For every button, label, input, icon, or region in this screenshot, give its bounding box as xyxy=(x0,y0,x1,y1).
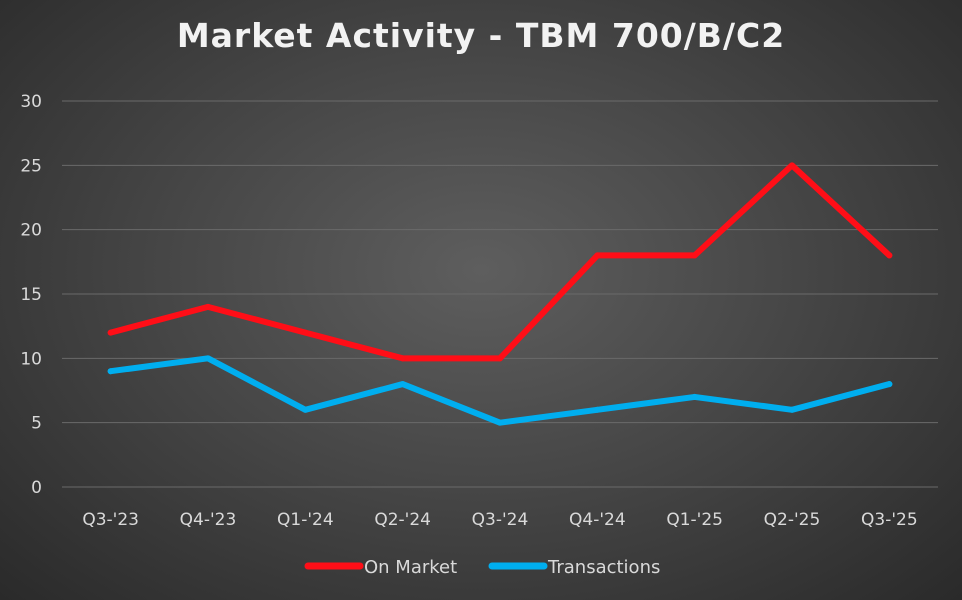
data-point xyxy=(594,252,601,259)
x-tick-label: Q1-'24 xyxy=(277,510,334,530)
data-point xyxy=(107,329,114,336)
data-point xyxy=(497,355,503,362)
series-lines xyxy=(107,162,893,426)
x-tick-label: Q2-'25 xyxy=(764,510,821,530)
y-tick-label: 5 xyxy=(31,414,42,434)
legend: On Market Transactions xyxy=(304,557,660,578)
data-point xyxy=(107,368,114,375)
data-point xyxy=(399,381,406,388)
chart-title: Market Activity - TBM 700/B/C2 xyxy=(177,16,785,55)
data-point xyxy=(594,406,601,413)
legend-label: On Market xyxy=(364,557,457,578)
data-point xyxy=(302,406,309,413)
x-tick-label: Q3-'25 xyxy=(861,510,918,530)
y-tick-label: 10 xyxy=(20,349,42,369)
data-point xyxy=(302,329,309,336)
y-tick-label: 30 xyxy=(20,92,42,112)
data-point xyxy=(691,252,698,259)
series-line-transactions xyxy=(107,355,893,426)
y-tick-label: 0 xyxy=(31,478,42,498)
x-tick-label: Q3-'23 xyxy=(82,510,139,530)
data-point xyxy=(886,252,893,259)
x-tick-label: Q4-'23 xyxy=(180,510,237,530)
data-point xyxy=(691,393,698,400)
x-tick-label: Q2-'24 xyxy=(374,510,431,530)
data-point xyxy=(205,303,211,310)
series-line-on-market xyxy=(107,162,893,362)
legend-label: Transactions xyxy=(547,557,660,578)
y-tick-label: 25 xyxy=(20,156,42,176)
data-point xyxy=(789,162,795,169)
x-axis-ticks: Q3-'23 Q4-'23 Q1-'24 Q2-'24 Q3-'24 Q4-'24 Q1-'… xyxy=(82,510,917,530)
x-tick-label: Q1-'25 xyxy=(666,510,723,530)
y-axis-ticks: 0 5 10 15 20 25 30 xyxy=(20,92,42,498)
gridlines xyxy=(62,100,938,488)
x-tick-label: Q4-'24 xyxy=(569,510,626,530)
data-point xyxy=(399,355,406,362)
y-tick-label: 15 xyxy=(20,285,42,305)
y-tick-label: 20 xyxy=(20,221,42,241)
data-point xyxy=(497,419,503,426)
data-point xyxy=(789,406,795,413)
data-point xyxy=(205,355,211,362)
data-point xyxy=(886,381,893,388)
x-tick-label: Q3-'24 xyxy=(472,510,529,530)
